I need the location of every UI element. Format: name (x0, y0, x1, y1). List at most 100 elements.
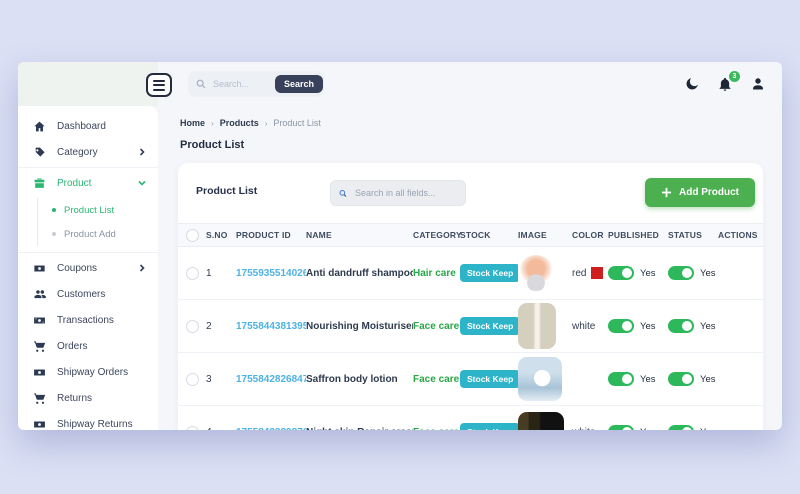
published-toggle[interactable] (608, 425, 634, 430)
cell-name: Saffron body lotion (306, 373, 398, 385)
sidebar-item-category[interactable]: Category (18, 139, 158, 165)
cell-color: white (572, 320, 596, 332)
sidebar-item-label: Product (57, 177, 92, 189)
sidebar-item-product[interactable]: Product (18, 170, 158, 196)
cell-product-id[interactable]: 1755843389876 (236, 427, 306, 431)
users-icon (32, 287, 47, 302)
col-published: PUBLISHED (608, 230, 659, 240)
product-image[interactable] (518, 255, 554, 291)
ticket-icon (32, 261, 47, 276)
cell-category: Hair care (413, 267, 456, 279)
chevron-right-icon (138, 264, 146, 272)
cell-product-id[interactable]: 1755935514026 (236, 267, 306, 279)
sidebar-item-returns[interactable]: Returns (18, 385, 158, 411)
product-image[interactable] (518, 357, 562, 401)
user-profile-icon[interactable] (748, 74, 768, 94)
cell-actions (718, 300, 763, 352)
sidebar-item-shipway-returns[interactable]: Shipway Returns (18, 411, 158, 430)
main-content: Home › Products › Product List Product L… (174, 106, 782, 430)
status-label: Yes (700, 320, 716, 332)
status-toggle[interactable] (668, 319, 694, 333)
cell-color: red (572, 267, 587, 279)
cart-icon (32, 391, 47, 406)
row-checkbox[interactable] (185, 266, 199, 280)
sidebar-item-label: Orders (57, 340, 88, 352)
dark-mode-moon-icon[interactable] (682, 74, 702, 94)
status-toggle[interactable] (668, 372, 694, 386)
col-image: IMAGE (518, 230, 547, 240)
app-window: Search 3 Dashboard (18, 62, 782, 430)
sidebar-item-transactions[interactable]: Transactions (18, 307, 158, 333)
cell-name: Anti dandruff shampoo (306, 267, 413, 279)
sidebar-item-customers[interactable]: Customers (18, 281, 158, 307)
stock-keep-badge: Stock Keep (460, 423, 518, 430)
cell-actions (718, 406, 763, 430)
sidebar-item-label: Shipway Returns (57, 418, 133, 430)
col-status: STATUS (668, 230, 702, 240)
sidebar-subitem-label: Product List (64, 204, 115, 216)
banknote-icon (32, 313, 47, 328)
sidebar-item-product-add[interactable]: Product Add (18, 222, 158, 246)
sidebar-item-product-list[interactable]: Product List (18, 198, 158, 222)
topbar-search-input[interactable] (211, 78, 275, 90)
cell-sno: 4 (206, 406, 236, 431)
submenu-guide-line (37, 198, 38, 246)
table-search-input[interactable] (353, 187, 457, 199)
bullet-icon (52, 208, 56, 212)
sidebar-item-coupons[interactable]: Coupons (18, 255, 158, 281)
breadcrumb-home[interactable]: Home (180, 118, 206, 128)
product-list-card: Product List Add Product S.NO (178, 163, 763, 430)
breadcrumb-products[interactable]: Products (219, 118, 259, 128)
tag-icon (32, 145, 47, 160)
plus-icon (661, 187, 672, 198)
breadcrumb-product-list: Product List (273, 118, 321, 128)
home-icon (32, 119, 47, 134)
topbar-search-button[interactable]: Search (275, 75, 324, 93)
status-toggle[interactable] (668, 425, 694, 430)
cell-product-id[interactable]: 1755844381395 (236, 320, 306, 332)
published-label: Yes (640, 320, 656, 332)
cell-sno: 2 (206, 320, 212, 332)
stock-keep-badge: Stock Keep (460, 264, 518, 282)
product-image[interactable] (518, 303, 556, 349)
add-product-label: Add Product (679, 187, 739, 198)
topbar-icons: 3 (682, 62, 768, 106)
sidebar-item-dashboard[interactable]: Dashboard (18, 113, 158, 139)
stock-keep-badge: Stock Keep (460, 370, 518, 388)
sidebar-item-label: Transactions (57, 314, 114, 326)
notifications-bell-icon[interactable]: 3 (715, 71, 740, 94)
banknote-icon (32, 365, 47, 380)
published-toggle[interactable] (608, 319, 634, 333)
cell-name: Nourishing Moisturiser (306, 320, 413, 332)
row-checkbox[interactable] (185, 425, 199, 430)
sidebar-item-label: Shipway Orders (57, 366, 129, 378)
color-swatch-red (591, 267, 604, 279)
col-category: CATEGORY (413, 230, 462, 240)
table-row: 1 1755935514026 Anti dandruff shampoo Ha… (178, 247, 763, 300)
row-checkbox[interactable] (185, 319, 199, 333)
add-product-button[interactable]: Add Product (645, 178, 755, 207)
breadcrumb: Home › Products › Product List (180, 118, 763, 128)
banknote-icon (32, 417, 47, 431)
sidebar-item-shipway-orders[interactable]: Shipway Orders (18, 359, 158, 385)
published-label: Yes (640, 373, 656, 385)
sidebar-item-orders[interactable]: Orders (18, 333, 158, 359)
published-toggle[interactable] (608, 266, 634, 280)
col-sno: S.NO (206, 230, 228, 240)
page-title: Product List (180, 139, 245, 151)
notification-count-badge: 3 (729, 71, 740, 82)
product-image[interactable] (518, 412, 564, 430)
cell-product-id[interactable]: 1755842826847 (236, 373, 306, 385)
chevron-down-icon (138, 179, 146, 187)
cell-category: Face care (413, 373, 460, 385)
select-all-checkbox[interactable] (185, 228, 199, 242)
status-toggle[interactable] (668, 266, 694, 280)
bullet-icon (52, 232, 56, 236)
row-checkbox[interactable] (185, 372, 199, 386)
sidebar-item-label: Coupons (57, 262, 98, 274)
published-toggle[interactable] (608, 372, 634, 386)
sidebar-item-label: Dashboard (57, 120, 106, 132)
cell-actions (718, 247, 763, 299)
hamburger-menu-button[interactable] (146, 73, 172, 97)
